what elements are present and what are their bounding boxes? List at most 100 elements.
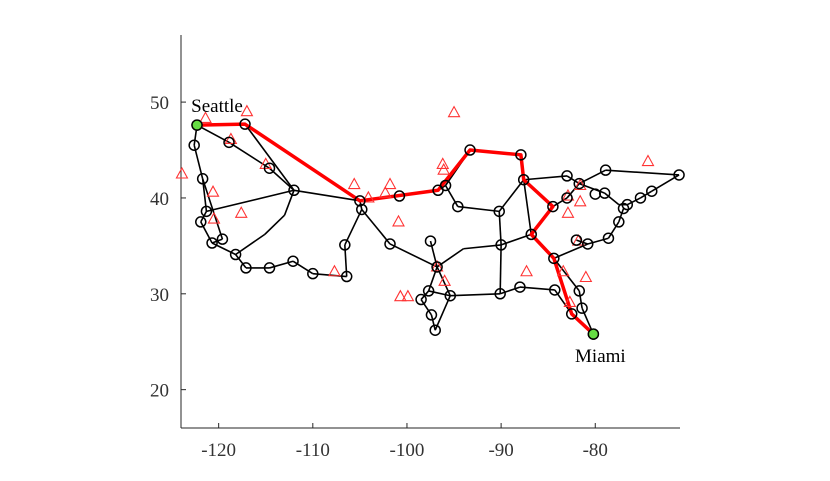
network-edge (283, 190, 295, 216)
network-edge (499, 286, 521, 295)
network-edge (444, 185, 459, 207)
node-marker (431, 261, 443, 273)
node-marker (415, 293, 427, 306)
node-marker (339, 239, 351, 251)
network-edge (450, 293, 501, 297)
network-edge (430, 314, 436, 331)
triangle-marker (579, 270, 593, 283)
triangle-marker (438, 274, 452, 286)
network-edge (293, 189, 361, 202)
node-marker (561, 192, 573, 204)
node-marker (229, 248, 242, 261)
network-edge (244, 123, 295, 191)
node-marker (223, 136, 235, 149)
miami-endpoint-marker (587, 328, 600, 340)
triangle-marker (328, 264, 341, 277)
network-edge (566, 175, 580, 185)
seattle-label: Seattle (191, 96, 243, 117)
node-marker (525, 228, 537, 241)
network-edge (269, 260, 294, 269)
node-marker (307, 267, 319, 280)
triangle-marker (430, 259, 444, 272)
triangle-marker (383, 177, 397, 190)
node-marker (565, 308, 578, 320)
triangle-marker (447, 105, 461, 118)
network-edge (196, 124, 230, 144)
network-edge (206, 189, 295, 213)
x-tick-label: -80 (583, 440, 608, 461)
network-edge (498, 179, 525, 212)
node-marker (393, 190, 406, 202)
x-tick-label: -120 (201, 440, 236, 461)
triangle-marker (347, 177, 361, 190)
network-edge (523, 175, 568, 181)
node-marker (263, 262, 276, 274)
shortest-route-line (196, 122, 595, 336)
node-layer (188, 118, 685, 340)
network-edge (553, 257, 580, 292)
network-edge (201, 178, 224, 240)
node-marker (561, 170, 573, 182)
node-marker (206, 237, 218, 249)
network-edge (389, 243, 438, 268)
triangle-marker (175, 166, 189, 179)
triangle-marker (573, 178, 587, 191)
edge-layer (193, 123, 680, 335)
node-marker (340, 270, 353, 283)
node-marker (287, 255, 299, 267)
node-marker (439, 179, 452, 192)
network-edge (607, 221, 620, 239)
node-marker (494, 288, 506, 300)
node-marker (493, 205, 505, 218)
node-marker (570, 234, 583, 246)
node-marker (547, 200, 559, 213)
node-marker (573, 177, 586, 190)
network-edge (193, 145, 204, 179)
node-marker (422, 285, 435, 297)
node-marker (444, 289, 457, 302)
triangle-marker (361, 190, 375, 203)
network-edge (457, 205, 500, 213)
network-edge (200, 210, 208, 223)
network-edge (552, 197, 568, 208)
network-edge (605, 169, 680, 176)
triangle-marker (206, 185, 220, 197)
triangle-marker (401, 289, 415, 302)
node-marker (196, 173, 209, 185)
network-edge (553, 243, 589, 260)
x-tick-label: -110 (296, 440, 330, 461)
node-marker (599, 164, 612, 176)
node-marker (424, 235, 437, 247)
node-marker (240, 262, 252, 274)
node-marker (384, 238, 396, 250)
node-marker (495, 239, 507, 251)
node-marker (514, 281, 526, 293)
network-edge (361, 208, 391, 245)
triangle-marker (199, 111, 212, 123)
triangle-marker (436, 157, 450, 169)
node-marker (239, 118, 251, 130)
seattle-endpoint-marker (191, 119, 203, 131)
node-marker (354, 195, 366, 207)
node-marker (634, 192, 647, 204)
route-path-layer (196, 122, 595, 336)
node-marker (515, 149, 527, 161)
network-edge (344, 209, 363, 246)
node-marker (598, 187, 611, 199)
node-marker (646, 185, 658, 197)
network-edge (578, 290, 583, 309)
node-marker (288, 184, 300, 197)
triangle-marker (378, 186, 392, 198)
network-edge (587, 237, 609, 245)
triangle-marker (641, 154, 655, 167)
node-marker (216, 233, 229, 245)
network-edge (640, 190, 653, 199)
network-edge (234, 254, 247, 269)
node-marker (589, 188, 602, 200)
triangle-marker (563, 295, 577, 307)
network-edge (604, 192, 620, 206)
triangle-marker (520, 264, 533, 277)
y-tick-label: 40 (150, 189, 169, 210)
node-marker (195, 216, 207, 228)
node-marker (548, 252, 560, 265)
